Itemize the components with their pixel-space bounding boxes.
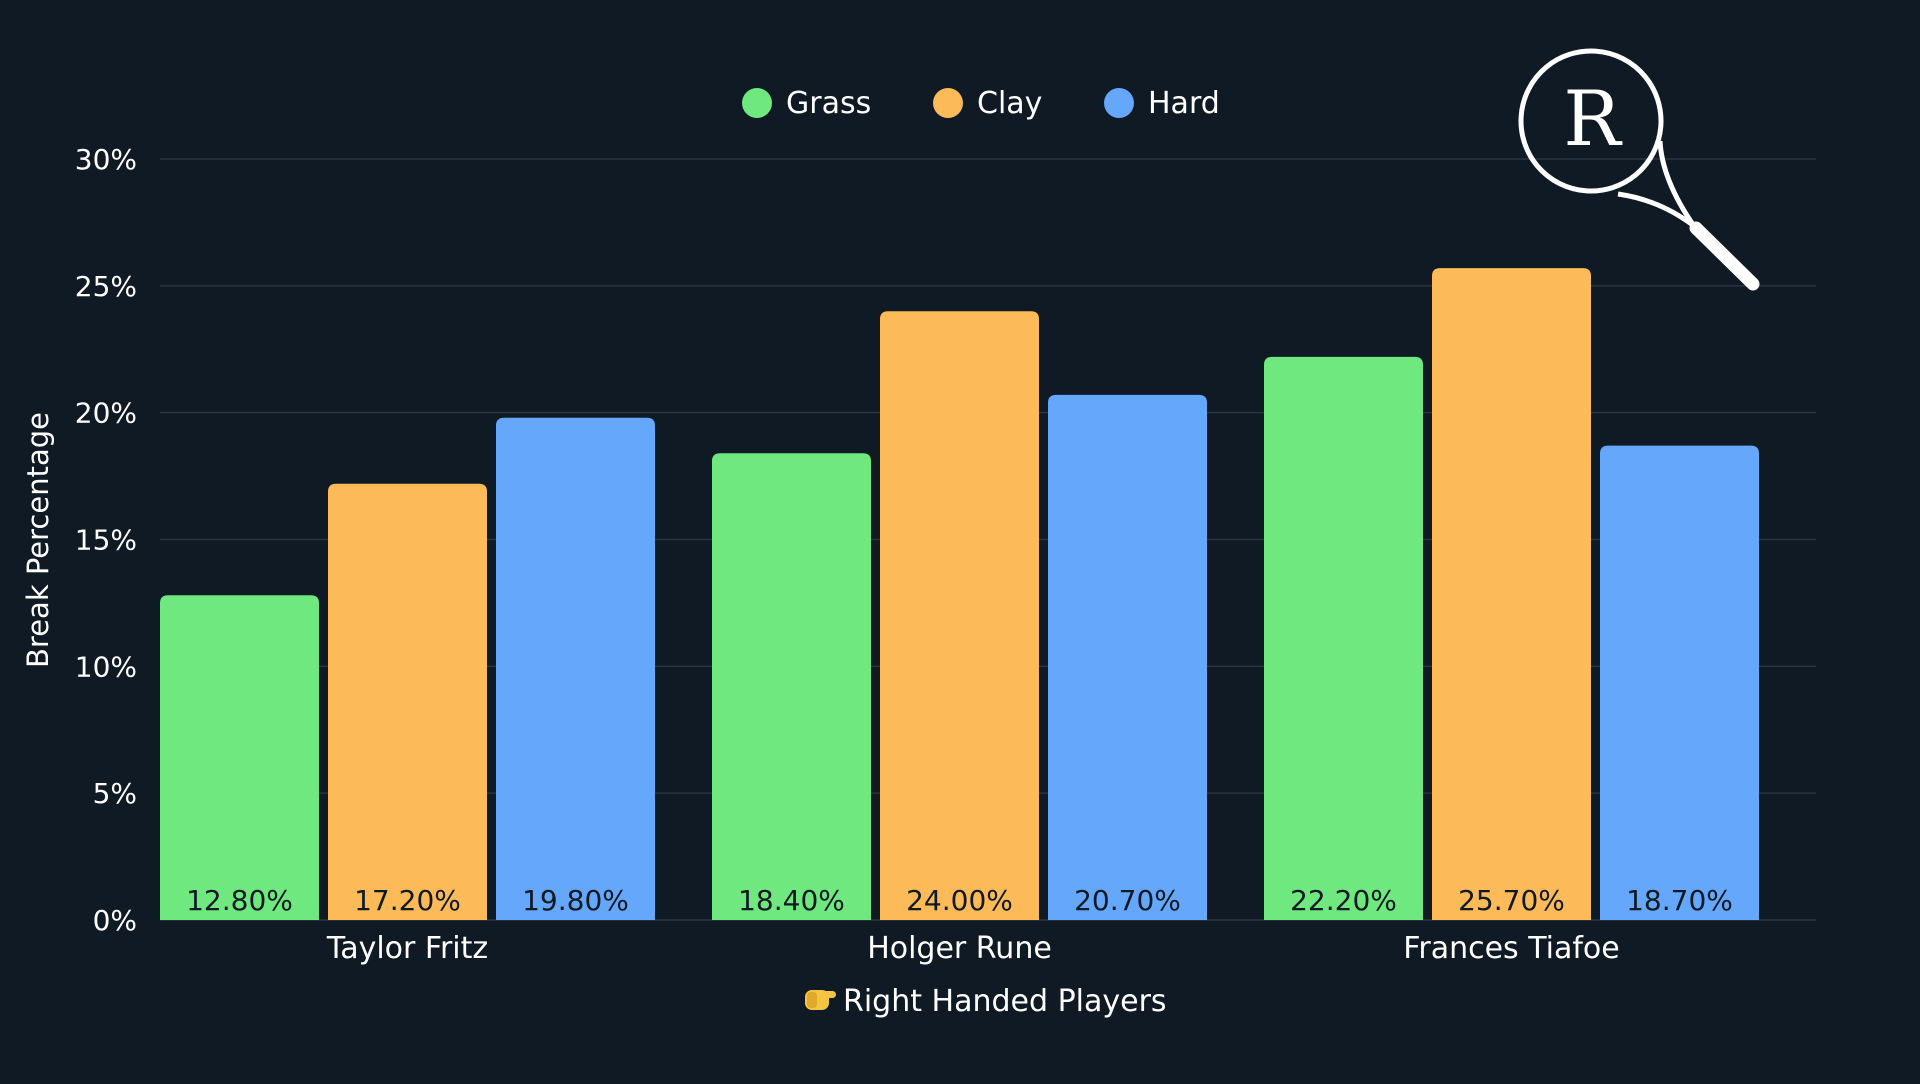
legend-item-clay: Clay (933, 86, 1042, 121)
x-axis-ticks: Taylor Fritz Holger Rune Frances Tiafoe (326, 931, 1620, 966)
x-tick-label: Taylor Fritz (326, 931, 488, 966)
bar-labels: 12.80% 17.20% 19.80% 18.40% 24.00% 20.70% 22.2… (186, 884, 1733, 917)
pointing-hand-icon (805, 990, 836, 1010)
bar-value-label: 18.70% (1626, 884, 1733, 917)
bar-hard (1600, 445, 1759, 920)
bar-clay (1432, 268, 1591, 920)
bar-hard (496, 417, 655, 920)
legend-swatch (1104, 88, 1134, 118)
legend-label: Grass (786, 86, 871, 121)
x-axis-label: Right Handed Players (805, 984, 1167, 1019)
legend-label: Clay (977, 86, 1042, 121)
x-tick-label: Holger Rune (867, 931, 1052, 966)
bar-clay (880, 311, 1039, 920)
x-tick-label: Frances Tiafoe (1403, 931, 1619, 966)
bar-value-label: 25.70% (1458, 884, 1565, 917)
legend-label: Hard (1148, 86, 1220, 121)
bar-value-label: 12.80% (186, 884, 293, 917)
bar-hard (1048, 394, 1207, 920)
y-axis-ticks: 0% 5% 10% 15% 20% 25% 30% (75, 143, 137, 937)
bars (160, 268, 1759, 920)
x-axis-label-text: Right Handed Players (843, 984, 1167, 1019)
bar-value-label: 24.00% (906, 884, 1013, 917)
bar-grass (712, 453, 871, 920)
logo-letter: R (1563, 74, 1623, 163)
bar-grass (160, 595, 319, 920)
bar-value-label: 17.20% (354, 884, 461, 917)
y-tick-label: 0% (93, 904, 137, 937)
y-tick-label: 10% (75, 650, 137, 683)
legend-swatch (742, 88, 772, 118)
legend-swatch (933, 88, 963, 118)
y-tick-label: 25% (75, 270, 137, 303)
tennis-racket-logo-icon: R (1518, 48, 1760, 291)
bar-value-label: 18.40% (738, 884, 845, 917)
bar-value-label: 22.20% (1290, 884, 1397, 917)
y-tick-label: 5% (93, 777, 137, 810)
legend-item-grass: Grass (742, 86, 871, 121)
bar-value-label: 20.70% (1074, 884, 1181, 917)
bar-grass (1264, 356, 1423, 920)
legend-item-hard: Hard (1104, 86, 1220, 121)
bar-value-label: 19.80% (522, 884, 629, 917)
y-axis-label: Break Percentage (21, 412, 55, 668)
y-tick-label: 20% (75, 397, 137, 430)
y-tick-label: 15% (75, 524, 137, 557)
bar-clay (328, 483, 487, 920)
y-tick-label: 30% (75, 143, 137, 176)
legend: Grass Clay Hard (742, 86, 1220, 121)
